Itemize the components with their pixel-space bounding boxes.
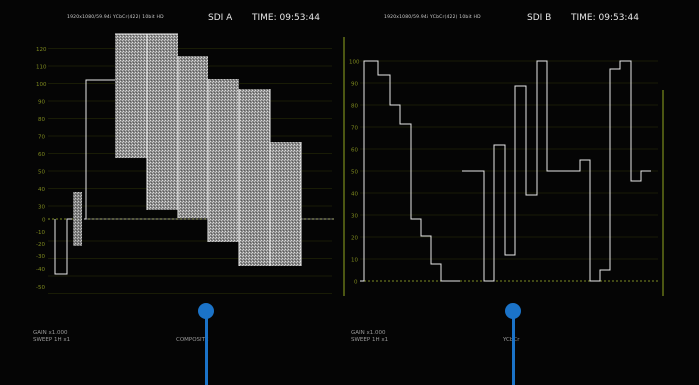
color-burst [73, 192, 82, 246]
gain-label: GAIN x1.000 [351, 330, 386, 336]
scale-label: 50 [351, 170, 358, 176]
bar-edges [115, 33, 302, 266]
panel-header: 1920x1080/59.94i YCbCr(422) 10bit HD SDI… [340, 9, 699, 27]
chroma-bar-5 [239, 89, 270, 266]
scale-label: 60 [351, 148, 358, 154]
chroma-bars [115, 34, 301, 266]
video-format-label: 1920x1080/59.94i YCbCr(422) 10bit HD [67, 15, 164, 20]
input-source-label: SDI B [527, 13, 552, 23]
scale-label: 40 [351, 192, 358, 198]
scale-label: 120 [36, 47, 47, 53]
scale-labels: 120 110 100 90 80 70 60 50 40 30 20 10 0… [36, 47, 47, 291]
cr-trace [570, 60, 651, 282]
scale-label: 50 [38, 170, 45, 176]
chroma-bar-1 [115, 34, 147, 158]
panel-header: 1920x1080/59.94i YCbCr(422) 10bit HD SDI… [0, 9, 340, 27]
cb-trace [462, 60, 570, 282]
waveform-panel-sdi-b: 1920x1080/59.94i YCbCr(422) 10bit HD SDI… [340, 0, 699, 385]
display-settings: GAIN x1.000 SWEEP 1H x1 [33, 330, 70, 344]
annotation-marker-stem [205, 314, 208, 385]
scale-label: 40 [38, 187, 45, 193]
scale-label: 70 [351, 126, 358, 132]
scale-label: 30 [351, 214, 358, 220]
scale-label: 80 [38, 117, 45, 123]
chroma-bar-3 [178, 56, 208, 218]
scale-label: 100 [36, 82, 47, 88]
display-mode-label: YCbCr [503, 337, 520, 343]
scale-label: 110 [36, 65, 47, 71]
graticule [360, 60, 658, 260]
luma-staircase-trace [360, 60, 460, 282]
chroma-bar-2 [147, 34, 178, 210]
scale-label: -40 [36, 267, 45, 273]
scale-label: 20 [351, 236, 358, 242]
annotation-marker-head [198, 303, 214, 319]
scale-label: -30 [36, 254, 45, 260]
chroma-bar-6 [270, 142, 301, 266]
scale-label: -10 [36, 230, 45, 236]
scale-label: 90 [351, 82, 358, 88]
display-settings: GAIN x1.000 SWEEP 1H x1 [351, 330, 388, 344]
ycbcr-waveform-display: 100 90 80 70 60 50 40 30 20 10 0 [343, 37, 664, 296]
scale-label: 10 [351, 258, 358, 264]
chroma-bar-4 [208, 79, 239, 242]
scale-label: 100 [349, 60, 360, 66]
scale-label: 30 [38, 205, 45, 211]
scale-labels: 100 90 80 70 60 50 40 30 20 10 0 [349, 60, 360, 286]
video-format-label: 1920x1080/59.94i YCbCr(422) 10bit HD [384, 15, 481, 20]
input-source-label: SDI A [208, 13, 233, 23]
scale-label: 0 [42, 218, 46, 224]
scale-label: -20 [36, 242, 45, 248]
scale-label: -50 [36, 285, 45, 291]
gain-label: GAIN x1.000 [33, 330, 68, 336]
display-mode-label: COMPOSITE [176, 337, 209, 343]
scale-label: 90 [38, 100, 45, 106]
timecode-label: TIME: 09:53:44 [252, 13, 320, 23]
timecode-label: TIME: 09:53:44 [571, 13, 639, 23]
sweep-label: SWEEP 1H x1 [351, 337, 389, 343]
annotation-marker-head [505, 303, 521, 319]
sweep-label: SWEEP 1H x1 [33, 337, 71, 343]
scale-label: 80 [351, 104, 358, 110]
scale-label: 60 [38, 152, 45, 158]
waveform-panel-sdi-a: 1920x1080/59.94i YCbCr(422) 10bit HD SDI… [0, 0, 340, 385]
scale-label: 0 [354, 280, 358, 286]
annotation-marker-stem [512, 314, 515, 385]
scale-label: 70 [38, 135, 45, 141]
composite-waveform-display: 120 110 100 90 80 70 60 50 40 30 20 10 0… [36, 33, 334, 294]
